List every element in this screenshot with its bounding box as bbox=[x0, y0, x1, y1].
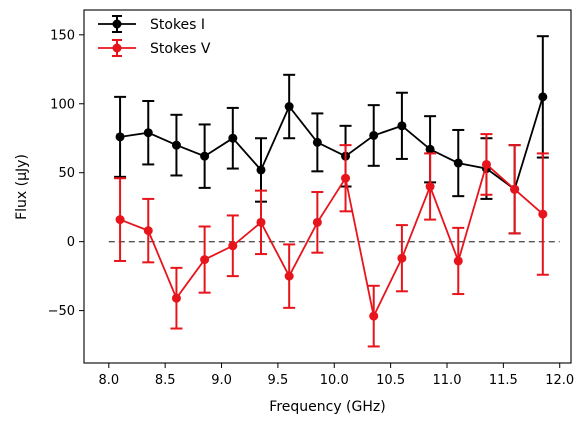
data-point bbox=[425, 182, 435, 191]
data-point bbox=[256, 165, 266, 175]
y-tick-label: 100 bbox=[50, 97, 75, 112]
x-tick-label: 10.0 bbox=[320, 373, 349, 388]
data-point bbox=[284, 102, 294, 112]
x-tick-label: 9.5 bbox=[268, 373, 289, 388]
data-point bbox=[510, 184, 520, 194]
y-axis-label: Flux (μJy) bbox=[14, 154, 30, 220]
x-axis-label: Frequency (GHz) bbox=[269, 399, 385, 415]
y-tick-label: 50 bbox=[58, 166, 75, 181]
data-point bbox=[228, 133, 238, 143]
y-tick-label: 150 bbox=[50, 28, 75, 43]
data-point bbox=[341, 173, 351, 183]
plot-frame bbox=[83, 9, 572, 364]
legend-entry-stokes-v: Stokes V bbox=[98, 39, 211, 57]
data-point bbox=[200, 151, 210, 161]
data-point bbox=[143, 128, 153, 138]
data-point bbox=[143, 226, 153, 236]
x-tick-label: 11.5 bbox=[489, 373, 518, 388]
data-point bbox=[397, 121, 407, 131]
legend-entry-stokes-i: Stokes I bbox=[98, 15, 205, 33]
x-tick-label: 9.0 bbox=[211, 373, 232, 388]
data-point bbox=[228, 241, 238, 251]
plot-area bbox=[108, 35, 560, 348]
x-tick-label: 10.5 bbox=[376, 373, 405, 388]
series-line bbox=[119, 96, 544, 191]
series-line bbox=[119, 162, 544, 319]
data-point bbox=[115, 215, 125, 225]
data-point bbox=[397, 253, 407, 263]
x-tick-label: 12.0 bbox=[545, 373, 574, 388]
legend-marker bbox=[112, 43, 122, 53]
series-stokes-v bbox=[114, 133, 549, 348]
data-point bbox=[312, 137, 322, 147]
legend-label: Stokes I bbox=[150, 17, 205, 33]
x-tick-label: 8.5 bbox=[155, 373, 176, 388]
data-point bbox=[171, 293, 181, 303]
data-point bbox=[425, 144, 435, 154]
y-axis: −50 0 50 100 150 bbox=[48, 28, 84, 319]
data-point bbox=[115, 132, 125, 142]
data-point bbox=[453, 256, 463, 266]
legend-label: Stokes V bbox=[150, 41, 211, 57]
data-point bbox=[171, 140, 181, 150]
data-point bbox=[369, 311, 379, 321]
x-tick-label: 8.0 bbox=[98, 373, 119, 388]
x-tick-label: 11.0 bbox=[433, 373, 462, 388]
data-point bbox=[256, 217, 266, 227]
legend-marker bbox=[112, 19, 122, 29]
legend: Stokes I Stokes V bbox=[98, 15, 211, 57]
data-point bbox=[481, 159, 491, 169]
data-point bbox=[538, 209, 548, 219]
data-point bbox=[284, 271, 294, 281]
y-tick-label: 0 bbox=[67, 235, 75, 250]
data-point bbox=[538, 92, 548, 102]
data-point bbox=[369, 130, 379, 140]
x-axis: 8.0 8.5 9.0 9.5 10.0 10.5 11.0 11.5 12.0 bbox=[98, 363, 574, 388]
data-point bbox=[200, 255, 210, 265]
data-point bbox=[453, 158, 463, 168]
y-tick-label: −50 bbox=[48, 304, 75, 319]
data-point bbox=[312, 217, 322, 227]
